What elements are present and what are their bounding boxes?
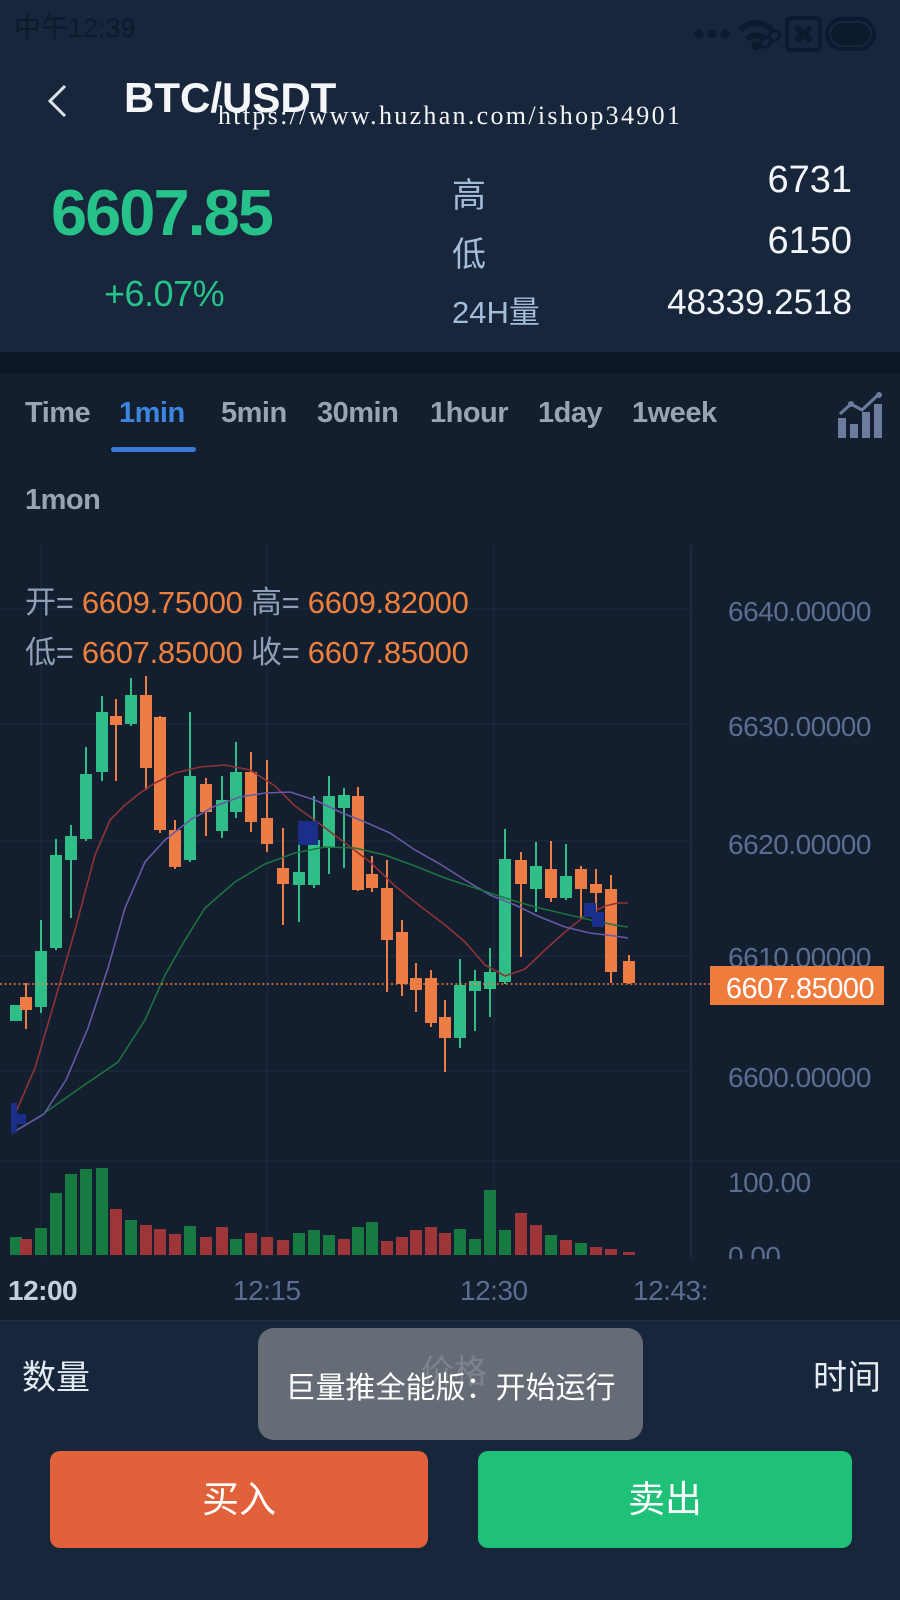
svg-text:12:43:: 12:43: (633, 1275, 708, 1306)
svg-text:100.00: 100.00 (728, 1167, 811, 1198)
svg-text:12:30: 12:30 (460, 1275, 528, 1306)
svg-text:6600.00000: 6600.00000 (728, 1062, 871, 1093)
svg-text:12:00: 12:00 (8, 1275, 77, 1306)
svg-text:6640.00000: 6640.00000 (728, 596, 871, 627)
svg-text:0.00: 0.00 (728, 1241, 781, 1272)
svg-text:6620.00000: 6620.00000 (728, 829, 871, 860)
svg-text:6607.85000: 6607.85000 (726, 973, 874, 1005)
svg-text:低= 6607.85000 收= 6607.85000: 低= 6607.85000 收= 6607.85000 (25, 635, 469, 670)
svg-text:开= 6609.75000 高= 6609.82000: 开= 6609.75000 高= 6609.82000 (25, 585, 469, 620)
svg-text:12:15: 12:15 (233, 1275, 301, 1306)
svg-text:6630.00000: 6630.00000 (728, 711, 871, 742)
